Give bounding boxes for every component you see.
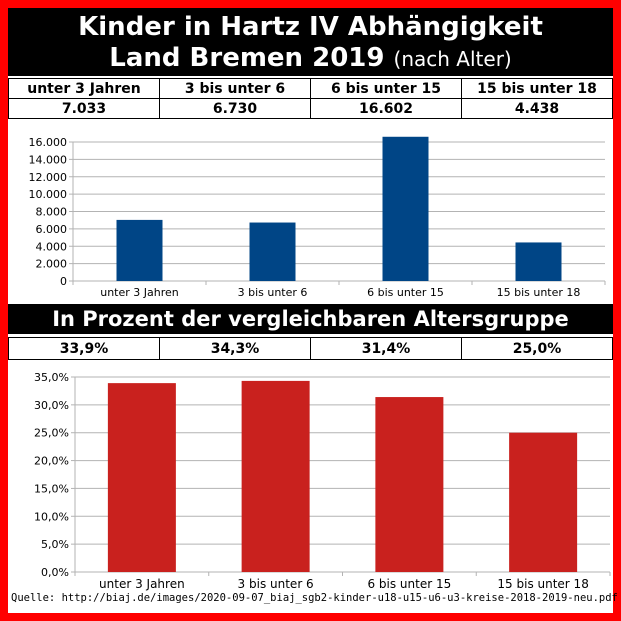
y-tick-label: 2.000 [36, 258, 68, 271]
y-tick-label: 14.000 [29, 153, 68, 166]
section-2-banner: In Prozent der vergleichbaren Altersgrup… [8, 304, 613, 334]
y-tick-label: 12.000 [29, 171, 68, 184]
x-category-label: 6 bis unter 15 [367, 286, 444, 299]
table-header-cell: 15 bis unter 18 [461, 78, 613, 99]
y-tick-label: 8.000 [36, 206, 68, 219]
y-tick-label: 10,0% [34, 510, 69, 523]
table-value-cell: 6.730 [159, 98, 311, 119]
table-header-cell: 3 bis unter 6 [159, 78, 311, 99]
table-value-cell: 7.033 [8, 98, 160, 119]
table-value-cell: 31,4% [310, 337, 462, 360]
title-line-2: Land Bremen 2019 (nach Alter) [8, 43, 613, 74]
infographic-frame: Kinder in Hartz IV Abhängigkeit Land Bre… [8, 8, 618, 613]
percentage-bar-chart: 0,0% 5,0% 10,0% 15,0% 20,0% 25,0% 30,0% 35,0% un… [34, 371, 611, 591]
title-line-2-main: Land Bremen 2019 [109, 43, 385, 73]
bar [382, 136, 429, 281]
y-tick-label: 0 [60, 275, 67, 288]
y-tick-label: 10.000 [29, 188, 68, 201]
y-tick-label: 6.000 [36, 223, 68, 236]
bar [375, 397, 444, 572]
table-value-row: 33,9% 34,3% 31,4% 25,0% [8, 337, 613, 360]
table-value-cell: 4.438 [461, 98, 613, 119]
y-tick-label: 16.000 [29, 136, 68, 149]
bar [107, 383, 176, 572]
table-value-cell: 25,0% [461, 337, 613, 360]
y-tick-label: 35,0% [34, 371, 69, 384]
title-line-1: Kinder in Hartz IV Abhängigkeit [78, 12, 543, 42]
x-category-label: 15 bis unter 18 [497, 286, 581, 299]
y-tick-label: 25,0% [34, 427, 69, 440]
table-value-cell: 34,3% [159, 337, 311, 360]
x-category-label: unter 3 Jahren [99, 577, 185, 591]
x-category-label: 6 bis unter 15 [367, 577, 451, 591]
absolute-values-table: unter 3 Jahren 3 bis unter 6 6 bis unter… [8, 78, 613, 119]
y-tick-label: 5,0% [41, 538, 69, 551]
y-tick-label: 0,0% [41, 566, 69, 579]
x-category-label: 3 bis unter 6 [238, 286, 308, 299]
y-tick-label: 30,0% [34, 399, 69, 412]
absolute-count-bar-chart: 0 2.000 4.000 6.000 8.000 10.000 12.000 14.000 1… [29, 136, 606, 299]
y-tick-label: 15,0% [34, 482, 69, 495]
percent-values-table: 33,9% 34,3% 31,4% 25,0% [8, 337, 613, 360]
y-tick-label: 4.000 [36, 240, 68, 253]
bar [116, 219, 163, 281]
table-value-cell: 33,9% [8, 337, 160, 360]
title-line-2-sub: (nach Alter) [393, 47, 512, 71]
table-value-cell: 16.602 [310, 98, 462, 119]
table-header-cell: 6 bis unter 15 [310, 78, 462, 99]
y-tick-label: 20,0% [34, 455, 69, 468]
bar [509, 432, 578, 572]
x-category-label: unter 3 Jahren [100, 286, 179, 299]
x-category-label: 3 bis unter 6 [238, 577, 314, 591]
table-value-row: 7.033 6.730 16.602 4.438 [8, 98, 613, 119]
table-header-cell: unter 3 Jahren [8, 78, 160, 99]
section-2-title: In Prozent der vergleichbaren Altersgrup… [52, 307, 569, 331]
bar [249, 222, 296, 281]
bar [515, 242, 562, 281]
title-banner: Kinder in Hartz IV Abhängigkeit Land Bre… [8, 8, 613, 76]
table-header-row: unter 3 Jahren 3 bis unter 6 6 bis unter… [8, 78, 613, 99]
bar [241, 380, 310, 572]
source-note: Quelle: http://biaj.de/images/2020-09-07… [11, 592, 618, 604]
x-category-label: 15 bis unter 18 [497, 577, 588, 591]
